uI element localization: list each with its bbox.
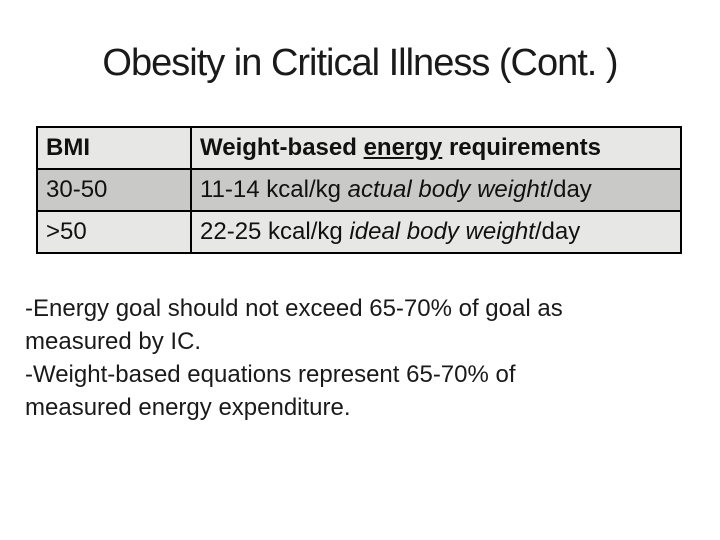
table-row: 30-50 11-14 kcal/kg actual body weight/d…	[36, 168, 682, 212]
req-italic-phrase: actual body weight	[347, 176, 547, 203]
note-line: measured energy expenditure.	[25, 394, 351, 421]
header-req-suffix: requirements	[442, 134, 601, 161]
req-italic-phrase: ideal body weight	[349, 218, 535, 245]
cell-energy-requirement: 11-14 kcal/kg actual body weight/day	[190, 168, 682, 212]
page-title: Obesity in Critical Illness (Cont. )	[102, 42, 618, 84]
req-prefix: 22-25 kcal/kg	[200, 218, 350, 245]
header-req-prefix: Weight-based	[200, 134, 364, 161]
header-cell-requirements: Weight-based energy requirements	[190, 126, 682, 170]
header-req-underlined-word: energy	[363, 134, 443, 161]
req-suffix: /day	[534, 218, 581, 245]
bmi-energy-table-container: BMI Weight-based energy requirements 30-…	[36, 126, 682, 254]
table-row: >50 22-25 kcal/kg ideal body weight/day	[36, 210, 682, 254]
note-paragraph: -Energy goal should not exceed 65-70% of…	[25, 292, 675, 358]
note-paragraph: -Weight-based equations represent 65-70%…	[25, 358, 675, 424]
note-line: -Energy goal should not exceed 65-70% of…	[25, 295, 563, 322]
header-cell-bmi: BMI	[36, 126, 192, 170]
req-prefix: 11-14 kcal/kg	[200, 176, 348, 203]
cell-bmi-range: 30-50	[36, 168, 192, 212]
cell-bmi-range: >50	[36, 210, 192, 254]
req-suffix: /day	[546, 176, 592, 203]
table-header-row: BMI Weight-based energy requirements	[36, 126, 682, 170]
bmi-energy-table: BMI Weight-based energy requirements 30-…	[36, 126, 682, 254]
note-line: -Weight-based equations represent 65-70%…	[25, 361, 516, 388]
cell-energy-requirement: 22-25 kcal/kg ideal body weight/day	[190, 210, 682, 254]
notes-block: -Energy goal should not exceed 65-70% of…	[25, 292, 675, 424]
note-line: measured by IC.	[25, 328, 202, 355]
